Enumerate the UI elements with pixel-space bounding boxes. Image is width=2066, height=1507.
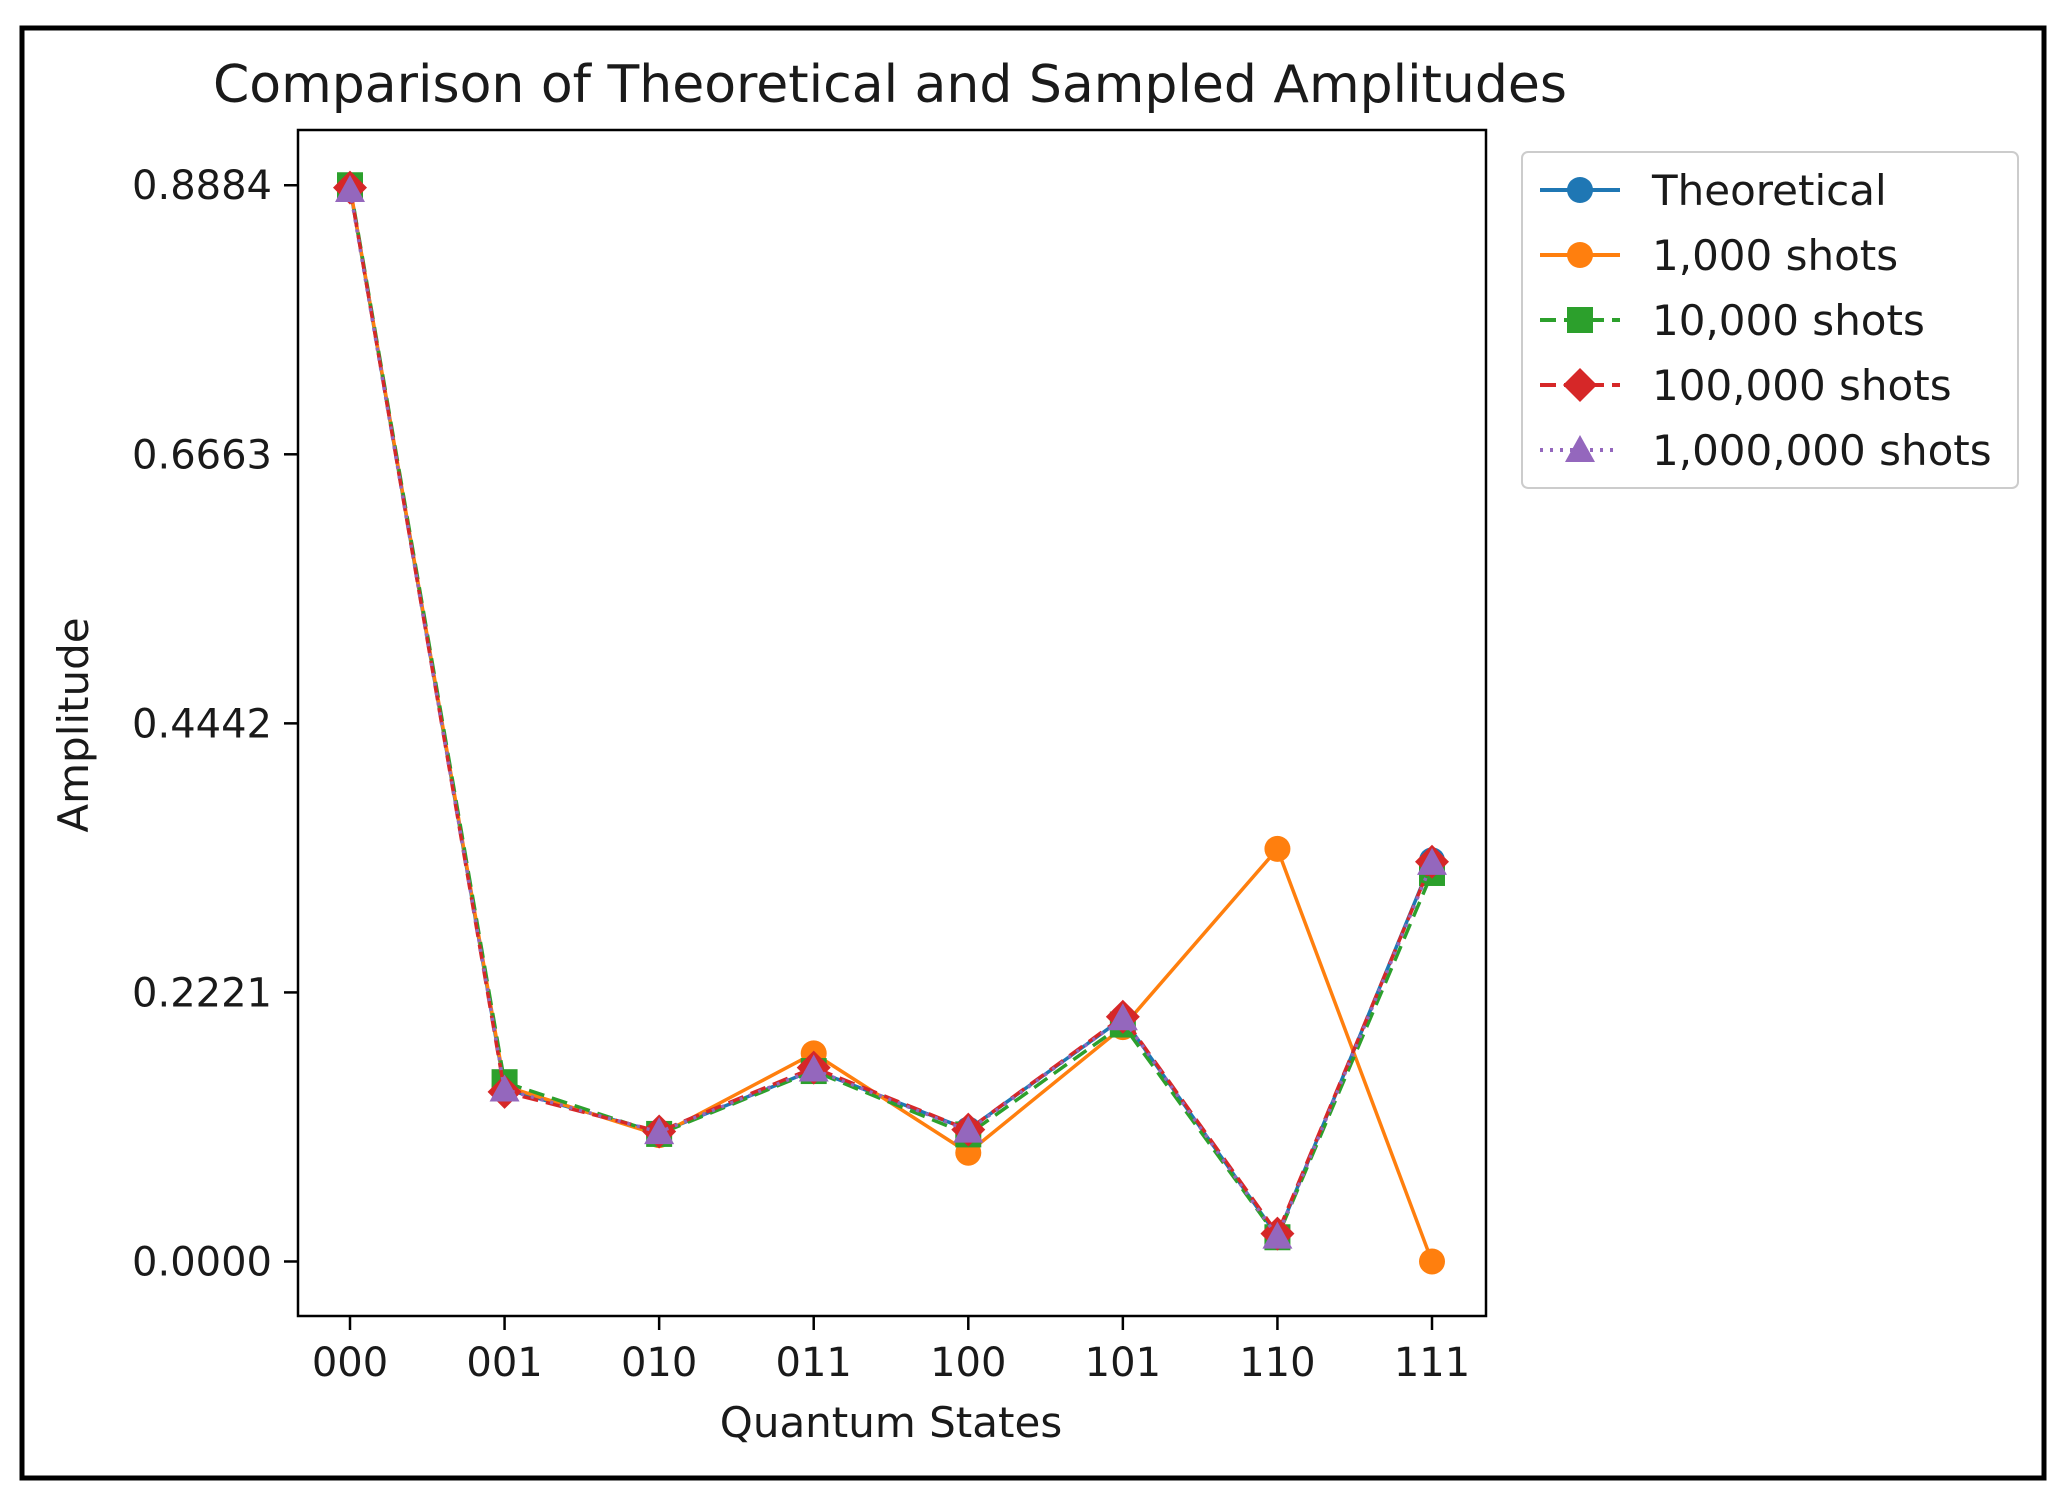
- legend: Theoretical 1,000 shots 10,000 shots 100,00…: [1521, 151, 2019, 489]
- series-line: [348, 189, 1434, 1239]
- legend-box: [1521, 151, 2019, 489]
- x-axis-label: Quantum States: [720, 1398, 1062, 1447]
- data-point: [1107, 1003, 1138, 1031]
- legend-marker: [1567, 177, 1593, 203]
- x-tick-label: 011: [776, 1340, 852, 1386]
- legend-marker: [1565, 435, 1595, 462]
- legend-entry: 1,000,000 shots: [1540, 426, 1992, 475]
- y-tick-label: 0.4442: [132, 701, 272, 747]
- legend-label: Theoretical: [1651, 166, 1887, 215]
- plot-area: [296, 128, 1488, 1318]
- y-tick-label: 0.8884: [132, 163, 272, 209]
- legend-label: 10,000 shots: [1652, 296, 1925, 345]
- legend-marker: [1567, 307, 1593, 333]
- legend-label: 100,000 shots: [1652, 361, 1952, 410]
- legend-marker: [1567, 242, 1593, 268]
- data-point: [1264, 835, 1291, 862]
- legend-entry: 10,000 shots: [1540, 296, 1925, 345]
- legend-label: 1,000,000 shots: [1652, 426, 1992, 475]
- y-tick-label: 0.0000: [132, 1239, 272, 1285]
- x-tick-label: 101: [1085, 1340, 1161, 1386]
- data-point: [1262, 1221, 1293, 1249]
- y-axis-label: Amplitude: [49, 617, 98, 832]
- legend-label: 1,000 shots: [1652, 231, 1898, 280]
- legend-marker: [1563, 368, 1597, 402]
- x-tick-label: 100: [930, 1340, 1006, 1386]
- x-tick-label: 010: [621, 1340, 697, 1386]
- data-point: [644, 1117, 675, 1145]
- x-tick-label: 110: [1239, 1340, 1315, 1386]
- data-point: [489, 1074, 520, 1102]
- series-layer: [333, 170, 1449, 1275]
- data-point: [798, 1054, 829, 1082]
- data-point: [335, 174, 365, 202]
- chart-title: Comparison of Theoretical and Sampled Am…: [213, 55, 1567, 115]
- x-tick-label: 001: [466, 1340, 542, 1386]
- data-point: [1419, 1248, 1445, 1275]
- y-tick-label: 0.6663: [132, 432, 272, 478]
- x-tick-label: 111: [1394, 1340, 1470, 1386]
- legend-entry: Theoretical: [1540, 166, 1887, 215]
- y-axis: 0.0000 0.2221 0.4442 0.6663 0.8884: [132, 163, 298, 1285]
- x-axis: 000 001 010 011 100 101 110 111: [312, 1316, 1470, 1386]
- series-4: [335, 174, 1447, 1249]
- legend-entry: 1,000 shots: [1540, 231, 1898, 280]
- legend-entry: 100,000 shots: [1540, 361, 1952, 410]
- y-tick-label: 0.2221: [132, 970, 272, 1016]
- data-point: [1417, 847, 1447, 875]
- data-point: [953, 1115, 984, 1143]
- x-tick-label: 000: [312, 1340, 388, 1386]
